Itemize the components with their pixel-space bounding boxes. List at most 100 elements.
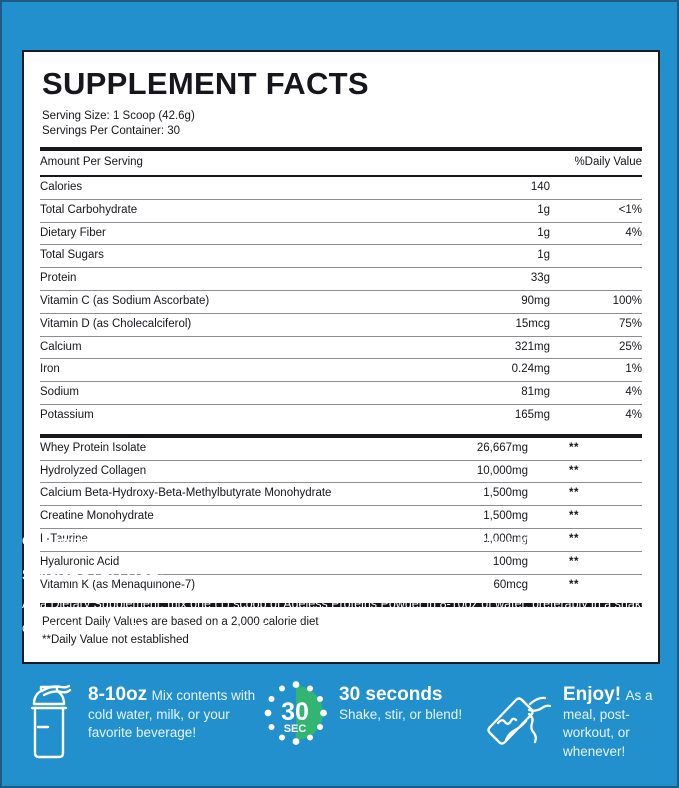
nutrient-dv: 4% <box>550 222 642 246</box>
shaker-bottle-icon <box>20 680 78 765</box>
rule-bottom-thick <box>40 603 642 608</box>
ingredient-amount: 1,500mg <box>363 482 528 507</box>
step-title: Enjoy! <box>563 684 622 705</box>
usage-step-duration: 30 SEC 30 seconds Shake, stir, or blend! <box>263 680 485 751</box>
nutrition-table-body: Amount Per Serving %Daily Value Calories… <box>40 151 642 427</box>
ingredient-amount: 1,500mg <box>363 505 528 530</box>
nutrient-dv <box>550 176 642 200</box>
other-ingredients-label: Other Ingredients: <box>22 536 122 548</box>
ingredient-name: Hydrolyzed Collagen <box>40 460 363 484</box>
ingredients-table: Whey Protein Isolate 26,667mg ** Hydroly… <box>40 437 642 597</box>
table-row: Protein 33g <box>40 267 642 292</box>
step-text: 8-10oz Mix contents with cold water, mil… <box>88 680 263 743</box>
svg-text:30: 30 <box>281 698 309 726</box>
table-row: Calcium Beta-Hydroxy-Beta-Methylbutyrate… <box>40 482 642 507</box>
ingredient-amount: 60mcg <box>493 578 528 591</box>
ingredient-amount: 100mg <box>363 551 528 575</box>
header-amount-spacer <box>385 151 550 178</box>
ingredient-name: Vitamin K (as Menaquinone-7) <box>40 578 196 591</box>
step-text: Enjoy! As a meal, post-workout, or whene… <box>563 680 665 762</box>
nutrient-amount: 1g <box>385 222 550 246</box>
ingredient-amount: 10,000mg <box>363 460 528 484</box>
nutrient-name: Iron <box>40 358 385 383</box>
usage-step-enjoy: Enjoy! As a meal, post-workout, or whene… <box>485 680 665 762</box>
footnote-dv-not-established: **Daily Value not established <box>42 634 189 647</box>
thirty-second-timer-icon: 30 SEC <box>263 680 329 751</box>
person-drinking-icon <box>485 680 553 761</box>
usage-step-amount: 8-10oz Mix contents with cold water, mil… <box>20 680 263 765</box>
nutrient-amount: 33g <box>385 267 550 292</box>
step-title: 30 seconds <box>339 684 443 705</box>
ingredient-amount: 26,667mg <box>363 437 528 461</box>
nutrient-amount: 1g <box>385 244 550 269</box>
nutrient-dv: 4% <box>625 409 642 422</box>
nutrient-name: Protein <box>40 267 385 292</box>
nutrient-dv: 25% <box>550 336 642 360</box>
table-row: Hydrolyzed Collagen 10,000mg ** <box>40 460 642 484</box>
nutrient-amount: 140 <box>385 176 550 200</box>
header-amount-per-serving: Amount Per Serving <box>40 151 385 178</box>
svg-text:SEC: SEC <box>284 723 307 735</box>
nutrient-name: Calories <box>40 176 385 200</box>
step-text: 30 seconds Shake, stir, or blend! <box>339 680 485 724</box>
supplement-facts-panel: SUPPLEMENT FACTS Serving Size: 1 Scoop (… <box>22 50 660 665</box>
table-row: Sodium 81mg 4% <box>40 381 642 406</box>
nutrient-dv: <1% <box>550 199 642 223</box>
step-description: Mix contents with cold water, milk, or y… <box>88 688 256 741</box>
nutrient-name: Total Carbohydrate <box>40 199 385 223</box>
ingredient-name: Whey Protein Isolate <box>40 437 363 461</box>
nutrient-name: Potassium <box>40 409 94 422</box>
table-row: Creatine Monohydrate 1,500mg ** <box>40 505 642 530</box>
table-row: Iron 0.24mg 1% <box>40 358 642 383</box>
table-row: L-Taurine 1,000mg ** <box>40 528 642 552</box>
table-row: Vitamin D (as Cholecalciferol) 15mcg 75% <box>40 313 642 337</box>
nutrient-amount: 1g <box>385 199 550 223</box>
ingredient-dv: ** <box>569 578 579 591</box>
nutrient-name: Total Sugars <box>40 244 385 269</box>
nutrient-amount: 165mg <box>514 409 550 422</box>
nutrient-dv: 4% <box>550 381 642 406</box>
ingredient-dv: ** <box>528 460 642 484</box>
nutrient-dv: 1% <box>550 358 642 383</box>
footnotes: Percent Daily Values are based on a 2,00… <box>40 607 642 652</box>
ingredient-dv: ** <box>528 551 642 575</box>
nutrient-dv <box>550 244 642 269</box>
nutrient-dv <box>550 267 642 292</box>
table-row: Total Carbohydrate 1g <1% <box>40 199 642 223</box>
table-row: Hyaluronic Acid 100mg ** <box>40 551 642 575</box>
suggested-use-heading: SUGGESTED USE: <box>22 567 165 584</box>
servings-per-container: Servings Per Container: 30 <box>42 125 181 138</box>
nutrient-name: Calcium <box>40 336 385 360</box>
ingredient-name: Hyaluronic Acid <box>40 551 363 575</box>
ingredient-dv: ** <box>528 505 642 530</box>
ingredient-name: Calcium Beta-Hydroxy-Beta-Methylbutyrate… <box>40 482 363 507</box>
ingredient-amount: 1,000mg <box>363 528 528 552</box>
table-header-row: Amount Per Serving %Daily Value <box>40 151 642 178</box>
nutrient-name: Sodium <box>40 381 385 406</box>
table-row: Vitamin C (as Sodium Ascorbate) 90mg 100… <box>40 290 642 314</box>
other-ingredients-text: Natural Flavors, Sunflower Lecithin, Sil… <box>121 536 543 548</box>
nutrient-name: Vitamin C (as Sodium Ascorbate) <box>40 290 385 314</box>
step-description: Shake, stir, or blend! <box>339 706 463 722</box>
suggested-use-body: As a Dietary Supplement, mix one (1) sco… <box>22 597 653 636</box>
panel-title: SUPPLEMENT FACTS <box>42 66 369 101</box>
table-row: Calories 140 <box>40 176 642 200</box>
nutrient-amount: 15mcg <box>385 313 550 337</box>
table-row: Dietary Fiber 1g 4% <box>40 222 642 246</box>
nutrient-dv: 100% <box>550 290 642 314</box>
nutrient-name: Dietary Fiber <box>40 222 385 246</box>
usage-steps: 8-10oz Mix contents with cold water, mil… <box>20 680 665 765</box>
nutrient-amount: 81mg <box>385 381 550 406</box>
ingredient-dv: ** <box>528 482 642 507</box>
nutrient-amount: 90mg <box>385 290 550 314</box>
table-row: Calcium 321mg 25% <box>40 336 642 360</box>
nutrient-name: Vitamin D (as Cholecalciferol) <box>40 313 385 337</box>
step-title: 8-10oz <box>88 684 148 705</box>
ingredient-name: L-Taurine <box>40 528 363 552</box>
header-daily-value: %Daily Value <box>550 151 642 178</box>
step-description: As a meal, post-workout, or whenever! <box>563 688 653 760</box>
nutrient-dv: 75% <box>550 313 642 337</box>
nutrient-amount: 0.24mg <box>385 358 550 383</box>
table-row: Potassium 165mg 4% <box>40 405 642 427</box>
